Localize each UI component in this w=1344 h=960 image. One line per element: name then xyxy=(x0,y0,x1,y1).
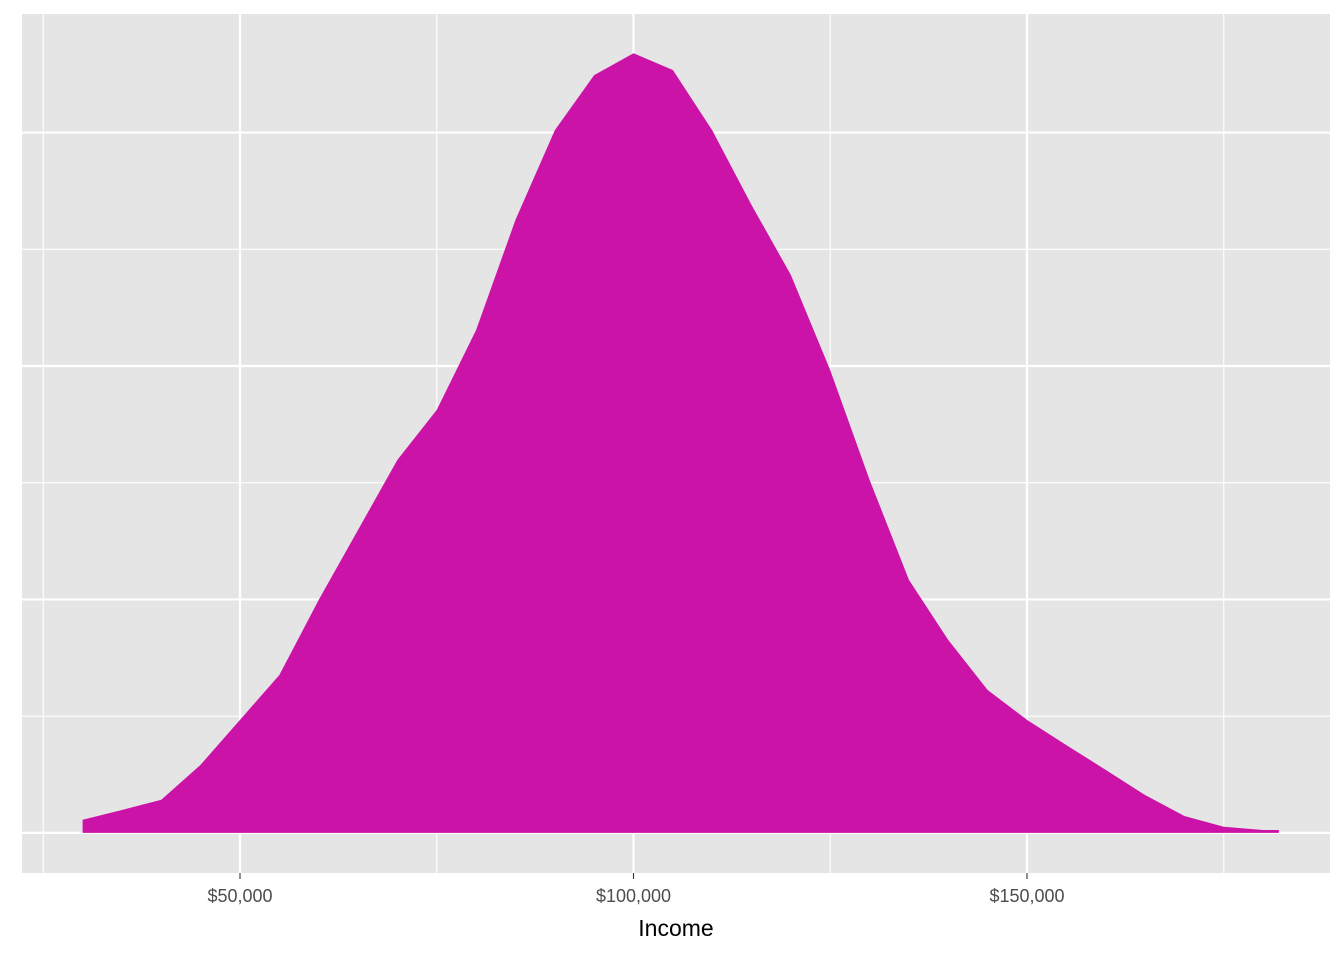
density-area xyxy=(82,53,1279,833)
x-tick-label: $150,000 xyxy=(989,886,1064,906)
x-axis-title: Income xyxy=(638,915,713,941)
x-tick-label: $50,000 xyxy=(207,886,272,906)
x-tick-label: $100,000 xyxy=(596,886,671,906)
